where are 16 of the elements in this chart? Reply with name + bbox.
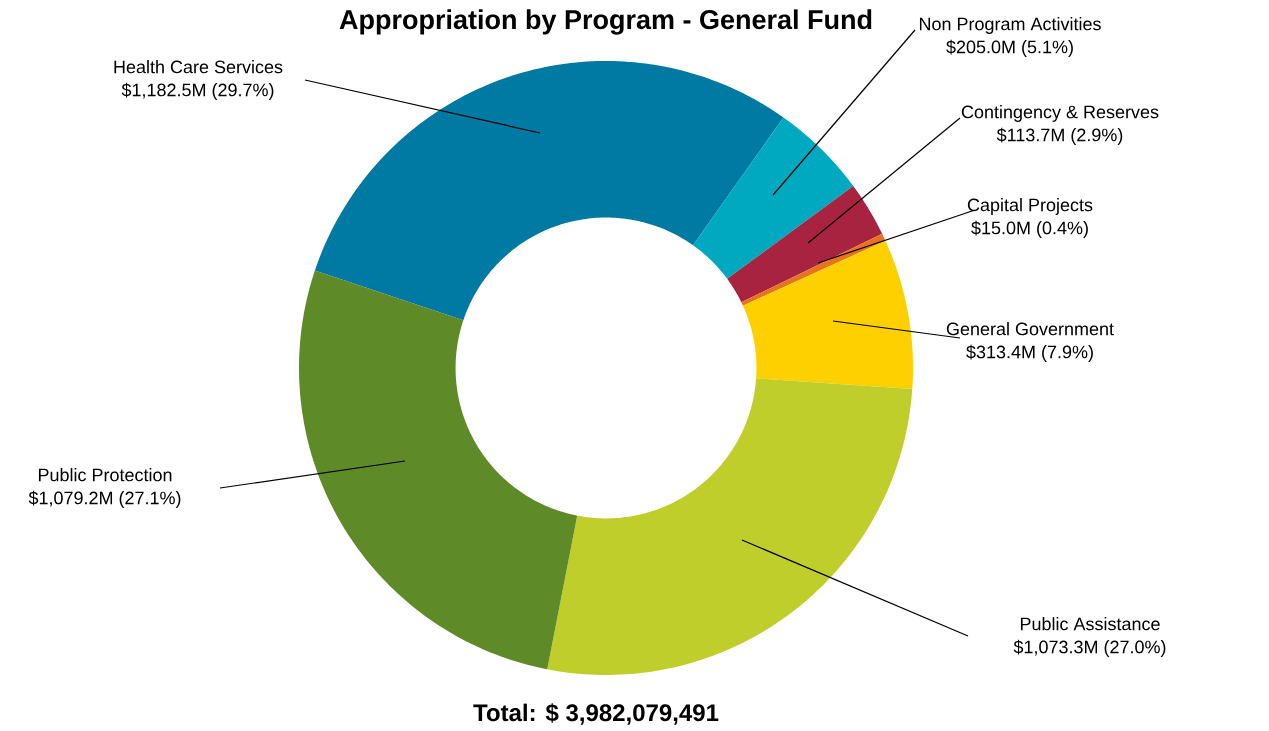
slice-label: Public Protection [38, 468, 172, 482]
text: Total: $ 3,982,079,491 [473, 703, 719, 725]
slice-label: General Government [946, 322, 1114, 336]
slice-label: Public Assistance [1020, 617, 1160, 631]
slice-label: Non Program Activities [919, 17, 1101, 34]
data-label: $1,182.5M (29.7%) [121, 82, 274, 100]
data-label: $15.0M (0.4%) [971, 220, 1088, 238]
chart-title: Appropriation by Program - General Fund [339, 9, 872, 35]
slice-label: Health Care Services [114, 60, 283, 74]
data-label: $113.7M (2.9%) [996, 127, 1123, 145]
data-label: $1,073.3M (27.0%) [1013, 639, 1166, 657]
slice-label: Contingency & Reserves [961, 105, 1159, 122]
data-label: $205.0M (5.1%) [946, 39, 1073, 57]
slice-label: Capital Projects [967, 198, 1093, 215]
data-label: $313.4M (7.9%) [966, 344, 1093, 362]
data-label: $1,079.2M (27.1%) [28, 490, 181, 508]
